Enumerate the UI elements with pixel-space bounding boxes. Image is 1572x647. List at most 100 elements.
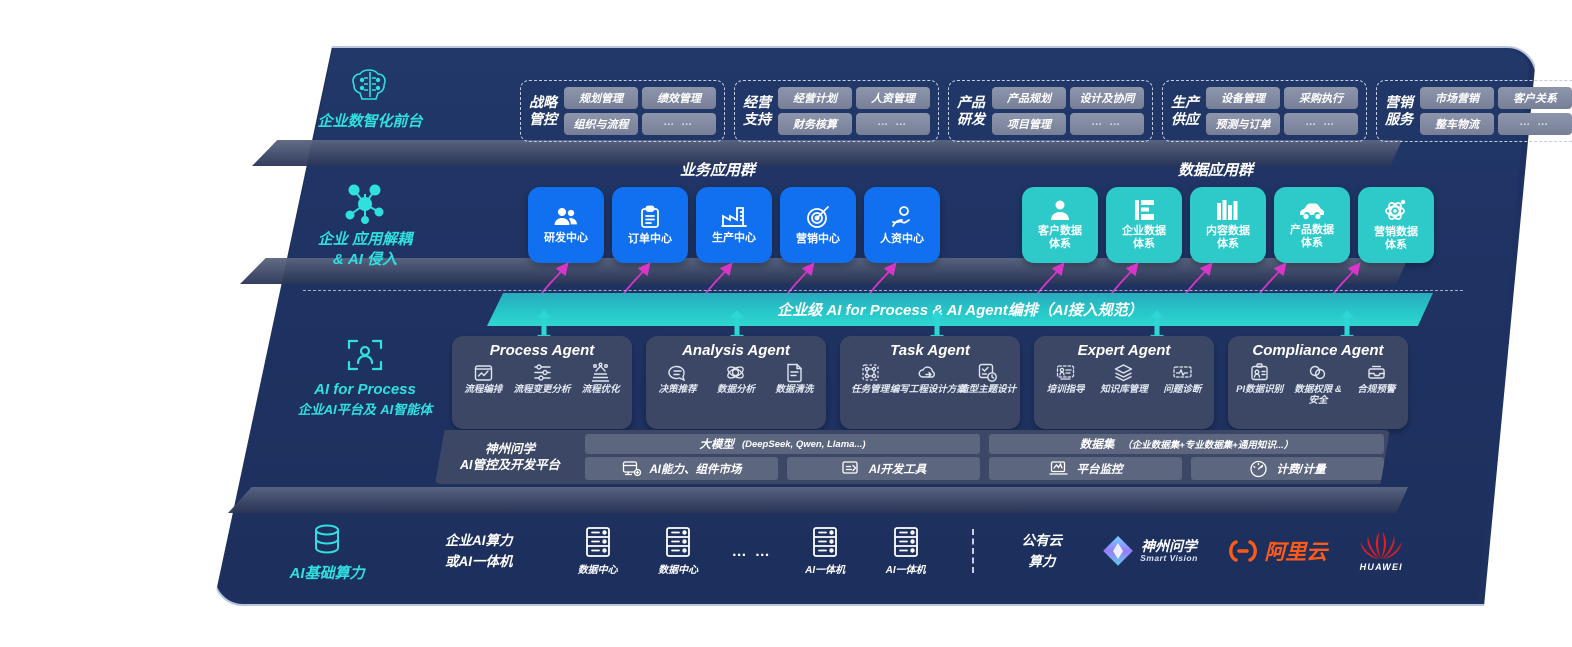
app-card-order-center[interactable]: 订单中心 [612,187,688,263]
agent-capability[interactable]: 数据权限 & 安全 [1290,362,1345,407]
agent-capability[interactable]: 流程编排 [456,362,511,396]
agent-capability[interactable]: 合规预警 [1349,362,1404,396]
chart-box-icon [474,365,493,381]
agent-card-task[interactable]: Task Agent 任务管理 编写工程设计方案 [840,336,1020,429]
domain-group-strategy[interactable]: 战略 管控 规划管理 绩效管理 组织与流程 … … [520,80,725,142]
platform-chip-monitor[interactable]: 平台监控 [989,457,1182,480]
domain-cell[interactable]: 客户关系 [1498,87,1572,109]
platform-chip-dataset[interactable]: 数据集 （企业数据集+专业数据集+通用知识...） [989,434,1384,455]
data-card-content[interactable]: 内容数据 体系 [1190,187,1266,263]
data-card-product[interactable]: 产品数据 体系 [1274,187,1350,263]
domain-group-production-supply-name: 生产 供应 [1171,93,1199,128]
agent-capability[interactable]: 流程变更分析 [514,362,571,396]
domain-cell[interactable]: 经营计划 [778,87,852,109]
clean-doc-icon [787,363,802,383]
platform-chip-metering[interactable]: 计费/计量 [1191,457,1384,480]
agent-capability[interactable]: 问题诊断 [1155,362,1210,396]
vendor-sub: Smart Vision [1140,552,1198,563]
domain-group-operations[interactable]: 经营 支持 经营计划 人资管理 财务核算 … … [734,80,939,142]
domain-cell[interactable]: 项目管理 [992,113,1066,135]
training-icon [1057,365,1075,380]
vendor-logo-aliyun[interactable]: 阿里云 [1215,536,1337,566]
data-card-label: 内容数据 体系 [1206,225,1250,250]
domain-cell[interactable]: 组织与流程 [564,113,638,135]
domain-cell[interactable]: 绩效管理 [642,87,716,109]
infra-node-aiserver-1[interactable]: AI一体机 [785,526,865,576]
domain-cell[interactable]: 采购执行 [1284,87,1358,109]
agent-card-process[interactable]: Process Agent 流程编排 流程变更分析 [452,336,632,429]
agent-cards-row: Process Agent 流程编排 流程变更分析 [452,336,1408,429]
agent-card-expert[interactable]: Expert Agent 培训指导 知识库管理 [1034,336,1214,429]
layer-label-front-text: 企业数智化前台 [317,113,423,130]
infra-node-aiserver-2[interactable]: AI一体机 [865,526,945,576]
domain-cell[interactable]: 财务核算 [778,113,852,135]
agent-name: Compliance Agent [1252,342,1384,359]
infra-public-cloud: 公有云 算力 [1021,532,1063,569]
data-app-cards: 客户数据 体系 企业数据 体系 内容数据 体系 [1022,187,1434,263]
domain-cell[interactable]: 预测与订单 [1206,113,1280,135]
agent-name: Task Agent [890,342,970,359]
domain-cell-more[interactable]: … … [642,113,716,135]
layer-label-aiprocess-l1: 企业AI平台及 [297,402,376,417]
app-card-hr-center[interactable]: 人资中心 [864,187,940,263]
agent-capability[interactable]: 培训指导 [1038,362,1093,396]
platform-chip-component-market[interactable]: AI能力、组件市场 [585,457,778,480]
data-card-enterprise[interactable]: 企业数据 体系 [1106,187,1182,263]
agent-capability[interactable]: 决策推荐 [650,362,705,396]
domain-group-strategy-name: 战略 管控 [529,93,557,128]
data-card-marketing[interactable]: 营销数据 体系 [1358,187,1434,263]
domain-cell[interactable]: 产品规划 [992,87,1066,109]
domain-cell-more[interactable]: … … [856,113,930,135]
vendor-name: 神州问学 [1140,538,1197,555]
layer-label-front: 企业数智化前台 [300,66,440,132]
ai-platform-bar: 神州问学 AI管控及开发平台 大模型 (DeepSeek, Qwen, Llam… [435,430,1390,484]
agent-capability[interactable]: 任务管理 [844,362,897,396]
platform-chips: 大模型 (DeepSeek, Qwen, Llama...) 数据集 （企业数据… [585,430,1390,484]
domain-cell[interactable]: 设计及协同 [1070,87,1144,109]
agent-capability[interactable]: 知识库管理 [1096,362,1151,396]
agent-capability[interactable]: 造型主题设计 [959,362,1016,396]
domain-group-production-supply[interactable]: 生产 供应 设备管理 采购执行 预测与订单 … … [1162,80,1367,142]
app-card-rd-center[interactable]: 研发中心 [528,187,604,263]
agent-name: Analysis Agent [682,342,790,359]
platform-chip-dev-tools[interactable]: AI开发工具 [787,457,980,480]
agent-capability[interactable]: 编写工程设计方案 [890,362,966,396]
domain-groups-row: 战略 管控 规划管理 绩效管理 组织与流程 … … 经营 支持 经营计划 人资管… [520,80,1572,142]
brain-icon [352,69,386,100]
data-card-customer[interactable]: 客户数据 体系 [1022,187,1098,263]
agent-capability[interactable]: 流程优化 [573,362,628,396]
optimize-icon [592,362,610,382]
infra-divider [971,529,974,573]
agent-capability[interactable]: PI数据识别 [1232,362,1287,396]
app-card-label: 人资中心 [880,232,924,245]
domain-group-marketing-service[interactable]: 营销 服务 市场营销 客户关系 整车物流 … … [1376,80,1572,142]
domain-cell[interactable]: 规划管理 [564,87,638,109]
infra-node-datacenter-1[interactable]: 数据中心 [557,526,637,576]
domain-cell[interactable]: 整车物流 [1420,113,1494,135]
vendor-logo-huawei[interactable]: HUAWEI [1338,531,1425,572]
ai-orchestration-banner: 企业级 AI for Process & AI Agent编排（AI接入规范） [487,293,1433,326]
car-icon [1300,203,1324,220]
app-card-production-center[interactable]: 生产中心 [696,187,772,263]
infra-node-datacenter-2[interactable]: 数据中心 [638,526,718,576]
agent-capability[interactable]: 数据分析 [708,362,763,396]
domain-cell[interactable]: 市场营销 [1420,87,1494,109]
domain-cell[interactable]: 人资管理 [856,87,930,109]
infra-enterprise-compute: 企业AI算力 或AI一体机 [444,532,513,569]
agent-capability[interactable]: 数据清洗 [767,362,822,396]
domain-cell-more[interactable]: … … [1070,113,1144,135]
domain-cell[interactable]: 设备管理 [1206,87,1280,109]
layer-label-aiprocess: AI for Process 企业AI平台及 AI智能体 [290,336,440,420]
app-card-marketing-center[interactable]: 营销中心 [780,187,856,263]
platform-name: 神州问学 AI管控及开发平台 [435,430,585,484]
agent-card-analysis[interactable]: Analysis Agent 决策推荐 数据分析 [646,336,826,429]
vendor-logo-smartvision[interactable]: 神州问学 Smart Vision [1084,534,1215,568]
platform-chip-model[interactable]: 大模型 (DeepSeek, Qwen, Llama...) [585,434,980,455]
agent-card-compliance[interactable]: Compliance Agent PI数据识别 数据权限 & 安全 [1228,336,1408,429]
domain-group-product-rd[interactable]: 产品 研发 产品规划 设计及协同 项目管理 … … [948,80,1153,142]
domain-cell-more[interactable]: … … [1498,113,1572,135]
domain-cell-more[interactable]: … … [1284,113,1358,135]
hr-person-icon [892,205,910,227]
dev-tools-icon [842,461,858,474]
